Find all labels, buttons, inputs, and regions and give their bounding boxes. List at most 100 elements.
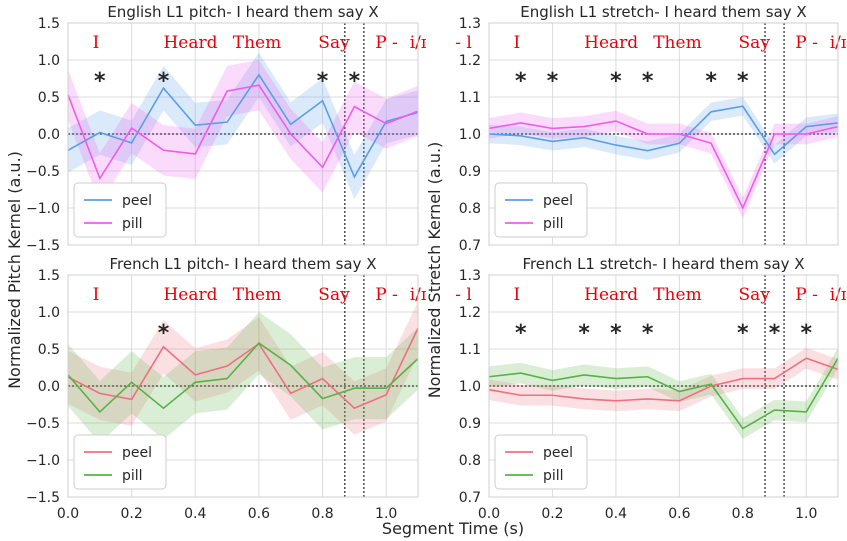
chart-3-legend-label-pill: pill — [122, 468, 143, 484]
chart-2-word-label: I — [514, 33, 521, 53]
chart-4-significance-star: * — [769, 321, 781, 346]
chart-3-title: French L1 pitch- I heard them say X — [109, 255, 376, 273]
chart-1-significance-star: * — [158, 69, 170, 94]
chart-1-significance-star: * — [94, 69, 106, 94]
x-axis-label: Segment Time (s) — [382, 519, 524, 538]
chart-1-ytick-label: −1.0 — [26, 201, 60, 217]
chart-3-band-peel — [68, 301, 418, 435]
chart-1-ytick-label: 0.0 — [38, 127, 60, 143]
chart-1-ytick-label: −1.5 — [26, 238, 60, 254]
chart-3-legend — [73, 434, 167, 490]
chart-3-word-label: Heard — [163, 285, 217, 305]
chart-4-legend-label-pill: pill — [543, 468, 564, 484]
chart-3-ytick-label: −0.5 — [26, 416, 60, 432]
chart-4-ytick-label: 0.8 — [459, 453, 481, 469]
chart-1-ytick-label: 0.5 — [38, 90, 60, 106]
chart-4-legend-label-peel: peel — [543, 445, 573, 461]
chart-2-ytick-label: 1.3 — [459, 16, 481, 32]
chart-3-xtick-label: 0.2 — [121, 506, 143, 522]
chart-3-word-label: P - — [375, 285, 398, 305]
chart-3: 1.51.00.50.0−0.5−1.0−1.50.0 0.2 0.4 0.6 0.8 1… — [26, 255, 472, 522]
chart-1-word-label: Say — [318, 33, 350, 53]
chart-3-ytick-label: 1.5 — [38, 268, 60, 284]
chart-2-word-label: P - — [795, 33, 818, 53]
chart-2-word-label: Say — [739, 33, 771, 53]
chart-4-ytick-label: 0.7 — [459, 490, 481, 506]
chart-3-xtick-label: 0.0 — [57, 506, 79, 522]
chart-4-word-label: P - — [795, 285, 818, 305]
chart-2-significance-star: * — [515, 69, 527, 94]
chart-3-line-pill — [67, 342, 419, 414]
chart-3-ytick-label: 0.0 — [38, 379, 60, 395]
chart-3-frame — [67, 274, 419, 498]
chart-4-xtick-label: 0.6 — [668, 506, 690, 522]
chart-2-legend-label-pill: pill — [543, 216, 564, 232]
chart-1-ytick-label: 1.0 — [38, 53, 60, 69]
chart-3-ytick-label: 0.5 — [38, 342, 60, 358]
chart-4-band-peel — [489, 347, 838, 412]
chart-1-legend-label-peel: peel — [122, 193, 152, 209]
chart-2-line-peel — [488, 105, 839, 156]
chart-3-word-label: Say — [318, 285, 350, 305]
chart-1-word-label: P - — [375, 33, 398, 53]
chart-3-xtick-label: 0.8 — [311, 506, 333, 522]
chart-4: 1.3 1.2 1.1 1.0 0.9 0.8 0.70.0 0.2 0.4 0.6 0.8 1.0 I… — [459, 255, 847, 522]
chart-4-word-label: I — [514, 285, 521, 305]
chart-1-word-label: Heard — [163, 33, 217, 53]
chart-4-xtick-label: 0.2 — [541, 506, 563, 522]
chart-3-ytick-label: 1.0 — [38, 305, 60, 321]
chart-3-significance-star: * — [158, 321, 170, 346]
chart-3-line-peel — [67, 327, 419, 410]
chart-4-significance-star: * — [737, 321, 749, 346]
chart-1-title: English L1 pitch- I heard them say X — [107, 3, 378, 21]
chart-4-xtick-label: 0.0 — [478, 506, 500, 522]
chart-2-significance-star: * — [610, 69, 622, 94]
chart-4-word-label: Them — [653, 285, 701, 305]
chart-3-ytick-label: −1.0 — [26, 453, 60, 469]
chart-3-word-label: Them — [233, 285, 281, 305]
y-axis-label-right: Normalized Stretch Kernel (a.u.) — [425, 142, 444, 399]
chart-1-ytick-label: 1.5 — [38, 16, 60, 32]
chart-3-xtick-label: 0.4 — [184, 506, 206, 522]
chart-4-line-pill — [488, 357, 839, 430]
chart-2-band-peel — [489, 97, 838, 164]
chart-1: 1.5 1.0 0.5 0.0 −0.5 −1.0 −1.5 I Heard Them Say P -… — [26, 3, 472, 254]
chart-4-significance-star: * — [642, 321, 654, 346]
chart-1-ytick-label: −0.5 — [26, 164, 60, 180]
chart-4-title: French L1 stretch- I heard them say X — [522, 255, 804, 273]
chart-4-band-pill — [489, 347, 838, 439]
chart-3-xtick-label: 1.0 — [375, 506, 397, 522]
chart-2-ytick-label: 0.9 — [459, 164, 481, 180]
chart-2-ytick-label: 0.8 — [459, 201, 481, 217]
chart-1-word-label: Them — [233, 33, 281, 53]
chart-4-significance-star: * — [801, 321, 813, 346]
chart-2-legend — [494, 182, 588, 238]
chart-4-frame — [488, 274, 839, 498]
chart-4-ytick-label: 1.1 — [459, 342, 481, 358]
chart-2-line-pill — [488, 120, 839, 210]
chart-2-frame — [488, 22, 839, 246]
chart-1-legend — [73, 182, 167, 238]
chart-2: 1.31.21.11.00.90.80.7I Heard Them Say P - i/ɪ… — [459, 3, 847, 254]
chart-1-band-pill — [68, 60, 418, 204]
chart-3-word-label: I — [93, 285, 100, 305]
chart-2-significance-star: * — [642, 69, 654, 94]
chart-2-significance-star: * — [737, 69, 749, 94]
chart-1-line-peel — [67, 73, 419, 179]
chart-2-significance-star: * — [705, 69, 717, 94]
chart-3-word-label: - l — [455, 285, 472, 305]
chart-3-ytick-label: −1.5 — [26, 490, 60, 506]
chart-4-ytick-label: 1.3 — [459, 268, 481, 284]
chart-4-xtick-label: 1.0 — [795, 506, 817, 522]
chart-2-ytick-label: 1.2 — [459, 53, 481, 69]
chart-4-significance-star: * — [610, 321, 622, 346]
chart-1-band-peel — [68, 52, 418, 200]
chart-2-word-label: Them — [653, 33, 701, 53]
chart-2-significance-star: * — [547, 69, 559, 94]
chart-3-legend-label-peel: peel — [122, 445, 152, 461]
chart-2-ytick-label: 1.0 — [459, 127, 481, 143]
chart-1-line-pill — [67, 84, 419, 181]
chart-4-xtick-label: 0.4 — [605, 506, 627, 522]
chart-4-xtick-label: 0.8 — [732, 506, 754, 522]
chart-1-frame — [67, 22, 419, 246]
